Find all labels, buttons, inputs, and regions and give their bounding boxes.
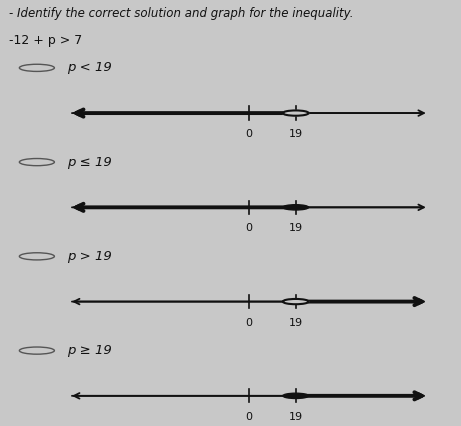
Text: p ≤ 19: p ≤ 19 xyxy=(67,155,112,169)
Text: p ≥ 19: p ≥ 19 xyxy=(67,344,112,357)
Text: 0: 0 xyxy=(245,412,253,422)
Text: 19: 19 xyxy=(289,223,303,233)
Text: p > 19: p > 19 xyxy=(67,250,112,263)
Circle shape xyxy=(283,205,308,210)
Text: 0: 0 xyxy=(245,129,253,139)
Text: 0: 0 xyxy=(245,318,253,328)
Text: 0: 0 xyxy=(245,223,253,233)
Text: - Identify the correct solution and graph for the inequality.: - Identify the correct solution and grap… xyxy=(9,7,354,20)
Text: -12 + p > 7: -12 + p > 7 xyxy=(9,35,83,47)
Text: 19: 19 xyxy=(289,129,303,139)
Text: 19: 19 xyxy=(289,318,303,328)
Circle shape xyxy=(283,393,308,398)
Text: 19: 19 xyxy=(289,412,303,422)
Circle shape xyxy=(283,110,308,116)
Text: p < 19: p < 19 xyxy=(67,61,112,75)
Circle shape xyxy=(283,299,308,304)
